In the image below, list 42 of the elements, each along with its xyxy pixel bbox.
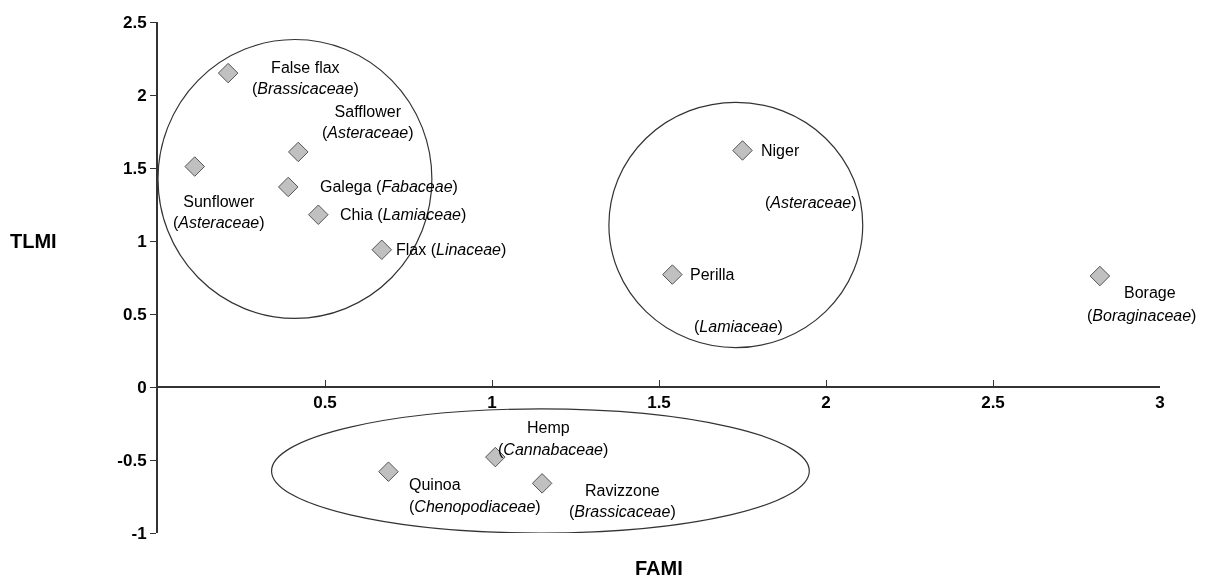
y-tick-label: 0	[137, 377, 147, 397]
y-tick-label: -1	[131, 523, 147, 543]
annotation: Hemp	[527, 419, 570, 436]
annotation: Sunflower (Asteraceae)	[173, 193, 265, 231]
y-axis-title: TLMI	[10, 230, 57, 252]
x-tick-label: 0.5	[313, 393, 337, 413]
annotation: (Lamiaceae)	[694, 318, 783, 335]
annotation: Quinoa	[409, 476, 461, 493]
point	[732, 140, 753, 161]
annotation: False flax (Brassicaceae)	[252, 59, 359, 97]
point	[371, 239, 393, 261]
point	[662, 264, 683, 285]
annotation: Chia (Lamiaceae)	[340, 206, 467, 223]
annotation: Perilla	[690, 266, 735, 283]
point	[184, 156, 205, 177]
y-tick-label: 0.5	[122, 304, 147, 324]
point	[278, 176, 299, 198]
x-tick-label: 2.5	[981, 393, 1005, 413]
point	[1089, 265, 1111, 287]
y-tick-label: -0.5	[117, 450, 147, 470]
annotation: Niger	[761, 142, 800, 159]
x-tick-label: 2	[821, 393, 831, 413]
y-tick-label: 1	[137, 231, 147, 251]
annotation: (Boraginaceae)	[1087, 307, 1197, 324]
y-tick-label: 1.5	[122, 158, 147, 178]
x-tick-label: 1	[487, 393, 497, 413]
x-tick-label: 1.5	[647, 393, 671, 413]
annotation: Borage	[1124, 284, 1176, 301]
point	[217, 62, 239, 84]
annotation: Safflower (Asteraceae)	[322, 103, 414, 141]
point	[308, 204, 329, 225]
point	[378, 461, 399, 482]
annotation: (Chenopodiaceae)	[409, 498, 541, 515]
annotation: Ravizzone (Brassicaceae)	[569, 482, 676, 520]
x-axis-title: FAMI	[635, 557, 683, 575]
y-tick-label: 2.5	[122, 12, 147, 32]
point	[288, 141, 309, 163]
annotation: (Asteraceae)	[765, 194, 857, 211]
x-tick-label: 3	[1155, 393, 1165, 413]
point	[531, 473, 553, 494]
annotation: (Cannabaceae)	[498, 441, 609, 458]
y-tick-label: 2	[137, 85, 147, 105]
